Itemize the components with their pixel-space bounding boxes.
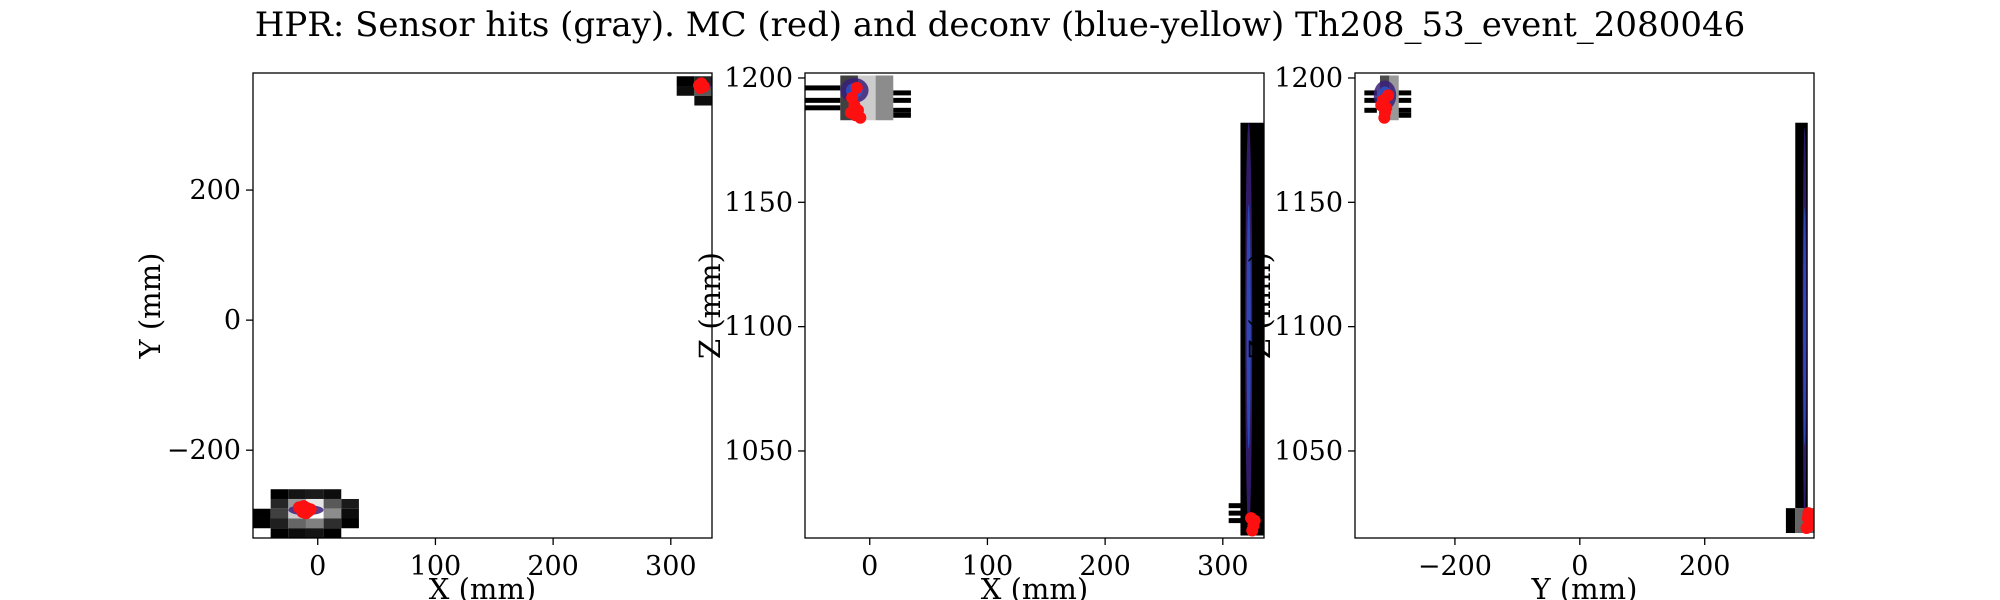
sensor-hit-cell: [323, 489, 342, 499]
y-axis-label: Y (mm): [133, 253, 167, 360]
sensor-hit-cell: [1364, 107, 1377, 113]
sensor-hit-cell: [1364, 90, 1377, 96]
sensor-hit-cell: [341, 518, 359, 529]
mc-hit-point: [1375, 99, 1388, 112]
mc-hit-point: [299, 507, 312, 520]
deconv-core: [1246, 204, 1251, 449]
panel-yz: −200 0 200 1050 1100 1150 1200 Y (mm) Z (mm): [1243, 63, 1815, 600]
x-axis-label: X (mm): [429, 572, 537, 600]
sensor-hit-cell: [288, 518, 306, 529]
sensor-hit-cell: [270, 498, 289, 509]
x-tick-label: −200: [1418, 551, 1492, 582]
sensor-hit-cell: [1398, 97, 1412, 103]
axes-frame: [804, 72, 1265, 539]
mc-hit-point: [1802, 507, 1814, 520]
axes-frame: [252, 72, 713, 539]
figure-title: HPR: Sensor hits (gray). MC (red) and de…: [255, 5, 1745, 45]
x-tick-label: 200: [1079, 551, 1131, 582]
sensor-hit-cell: [1398, 112, 1412, 118]
y-tick-label: 1200: [724, 63, 793, 94]
sensor-hit-cell: [341, 498, 359, 509]
x-tick-label: 200: [1679, 551, 1731, 582]
sensor-hit-cell: [270, 528, 289, 538]
sensor-hit-cell: [305, 528, 324, 538]
y-tick-label: 1150: [724, 187, 793, 218]
sensor-hit-cell: [805, 85, 841, 91]
sensor-hit-cell: [1228, 518, 1243, 524]
sensor-hit-cell: [288, 489, 306, 499]
sensor-hit-cell: [676, 76, 695, 87]
mc-hit-point: [844, 106, 857, 119]
sensor-hit-cell: [676, 86, 695, 96]
sensor-hit-cell: [253, 518, 271, 529]
deconv-core: [1803, 207, 1807, 446]
plot-area: [253, 76, 712, 538]
y-tick-label: 1200: [1274, 63, 1343, 94]
y-tick-label: 1150: [1274, 187, 1343, 218]
sensor-hit-cell: [305, 518, 324, 529]
sensor-hit-cell: [805, 97, 841, 103]
mc-hit-point: [1800, 522, 1813, 535]
y-tick-label: 1100: [724, 312, 793, 343]
sensor-hit-cell: [893, 107, 911, 113]
sensor-hit-cell: [288, 528, 306, 538]
sensor-hit-cell: [1398, 107, 1412, 113]
x-axis-label: Y (mm): [1531, 572, 1638, 600]
sensor-hit-cell: [323, 508, 342, 519]
panel-xz: 0 100 200 300 1050 1100 1150 1200 X (mm) Z (mm): [693, 63, 1265, 600]
sensor-hit-cell: [305, 489, 324, 499]
plot-area: [805, 75, 1264, 537]
mc-hit-point: [1248, 514, 1261, 527]
sensor-hit-cell: [323, 518, 342, 529]
sensor-hit-cell: [694, 95, 712, 106]
x-tick-label: 0: [309, 551, 326, 582]
x-tick-label: 0: [1571, 551, 1588, 582]
sensor-hit-cell: [893, 97, 911, 103]
x-tick-label: 200: [527, 551, 579, 582]
mc-hit-point: [1378, 111, 1391, 124]
sensor-hit-cell: [893, 112, 911, 118]
sensor-hit-cell: [875, 75, 894, 121]
sensor-hit-cell: [323, 528, 342, 538]
sensor-hit-cell: [323, 498, 342, 509]
sensor-hit-cell: [341, 508, 359, 519]
sensor-hit-cell: [1228, 503, 1243, 509]
y-axis-label: Z (mm): [693, 252, 727, 359]
mc-hit-point: [1246, 524, 1259, 537]
y-tick-label: 1050: [724, 436, 793, 467]
mc-hit-point: [854, 111, 867, 124]
sensor-hit-cell: [253, 508, 271, 519]
mc-hit-point: [694, 81, 707, 94]
sensor-hit-cell: [270, 508, 289, 519]
sensor-hit-cell: [1228, 510, 1243, 516]
x-tick-label: 0: [861, 551, 878, 582]
x-tick-label: 100: [962, 551, 1014, 582]
x-tick-label: 300: [645, 551, 697, 582]
sensor-hit-cell: [893, 90, 911, 96]
sensor-hit-cell: [305, 498, 324, 509]
x-tick-label: 300: [1197, 551, 1249, 582]
sensor-hit-cell: [270, 489, 289, 499]
x-axis-label: X (mm): [981, 572, 1089, 600]
sensor-hit-cell: [1785, 508, 1796, 534]
y-axis-label: Z (mm): [1243, 252, 1277, 359]
mc-hit-point: [1382, 89, 1395, 102]
sensor-hit-cell: [270, 518, 289, 529]
y-tick-label: −200: [167, 435, 241, 466]
sensor-hit-cell: [1398, 90, 1412, 96]
plot-area: [1364, 75, 1814, 535]
sensor-hit-cell: [805, 105, 841, 111]
x-tick-label: 100: [410, 551, 462, 582]
mc-hit-point: [850, 81, 863, 94]
sensor-hit-cell: [1364, 97, 1377, 103]
y-tick-label: 200: [189, 175, 241, 206]
y-tick-label: 1050: [1274, 436, 1343, 467]
axes-frame: [1354, 72, 1815, 539]
y-tick-label: 1100: [1274, 312, 1343, 343]
y-tick-label: 0: [224, 305, 241, 336]
